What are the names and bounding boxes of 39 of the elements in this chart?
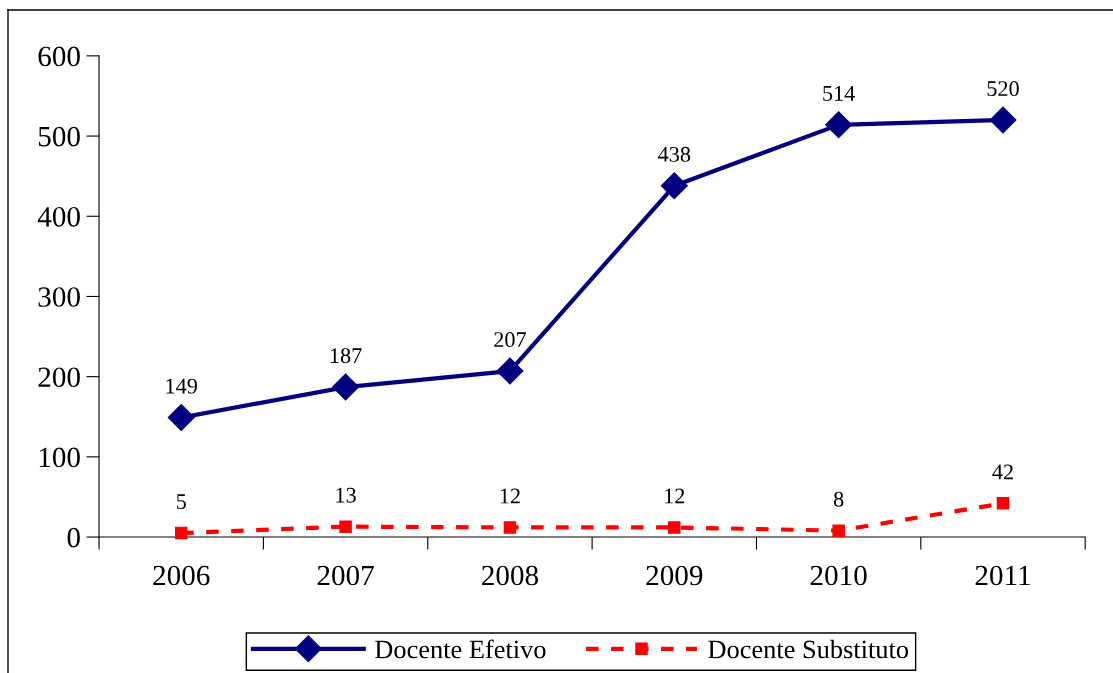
y-tick-label: 100 bbox=[39, 447, 80, 468]
y-tick-label: 400 bbox=[37, 206, 80, 227]
point bbox=[996, 497, 1010, 510]
data-label: 42 bbox=[992, 464, 1013, 480]
data-label: 8 bbox=[833, 491, 844, 507]
point bbox=[825, 111, 853, 139]
y-tick-label: 500 bbox=[38, 126, 80, 147]
x-tick-label: 2008 bbox=[482, 565, 538, 586]
legend-label: Docente Efetivo bbox=[375, 639, 546, 659]
data-label: 5 bbox=[176, 494, 186, 510]
y-tick-label: 300 bbox=[38, 287, 80, 307]
point bbox=[167, 404, 195, 432]
x-tick-label: 2011 bbox=[975, 565, 1030, 586]
x-tick-label: 2009 bbox=[646, 565, 703, 586]
point bbox=[339, 520, 352, 533]
point bbox=[503, 521, 517, 534]
point bbox=[174, 526, 188, 540]
x-tick-label: 2006 bbox=[153, 565, 210, 586]
y-tick-label: 0 bbox=[67, 527, 80, 548]
data-label: 12 bbox=[665, 488, 685, 504]
data-label: 207 bbox=[494, 332, 526, 348]
point bbox=[989, 106, 1017, 134]
data-label: 520 bbox=[987, 81, 1019, 97]
x-tick-label: 2007 bbox=[317, 565, 374, 586]
data-label: 12 bbox=[500, 488, 520, 504]
data-label: 514 bbox=[823, 85, 855, 101]
data-label: 187 bbox=[330, 348, 362, 364]
y-tick-label: 600 bbox=[38, 46, 80, 67]
point bbox=[332, 373, 360, 401]
data-label: 149 bbox=[166, 378, 197, 394]
legend-label: Docente Substituto bbox=[708, 639, 909, 659]
point bbox=[668, 521, 681, 534]
data-label: 13 bbox=[336, 487, 356, 503]
y-tick-label: 200 bbox=[38, 367, 80, 388]
data-label: 438 bbox=[658, 146, 691, 162]
x-tick-label: 2010 bbox=[810, 565, 867, 586]
point bbox=[496, 357, 524, 385]
point bbox=[832, 524, 845, 537]
point bbox=[660, 172, 688, 200]
